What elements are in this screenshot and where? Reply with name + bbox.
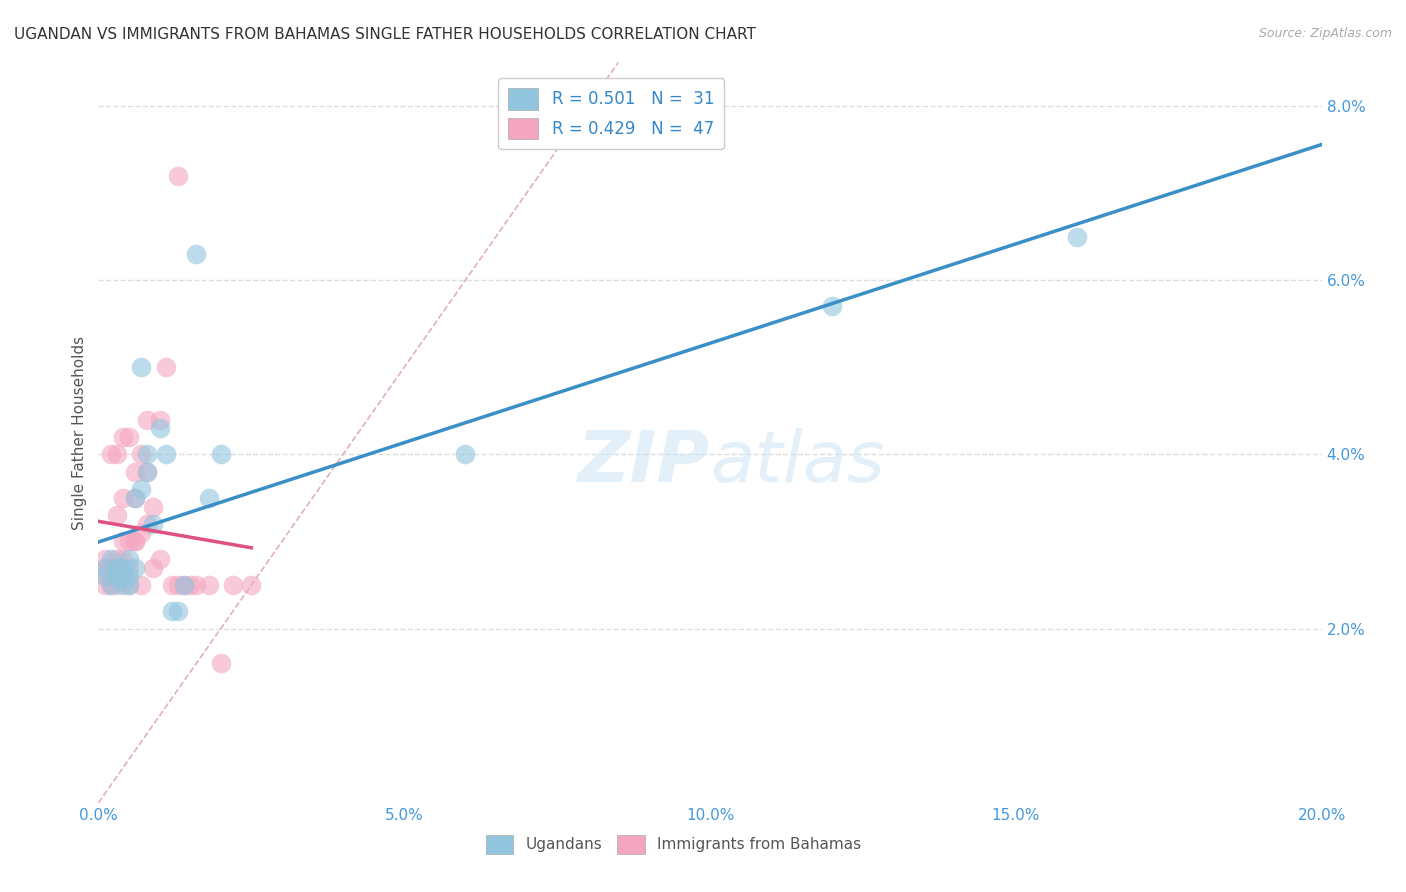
Point — [136, 517, 159, 532]
Point — [197, 491, 219, 505]
Point — [118, 578, 141, 592]
Point — [93, 569, 115, 583]
Point — [149, 552, 172, 566]
Point — [105, 578, 128, 592]
Y-axis label: Single Father Households: Single Father Households — [72, 335, 87, 530]
Point — [142, 560, 165, 574]
Point — [93, 560, 115, 574]
Point — [118, 430, 141, 444]
Point — [129, 360, 152, 375]
Point — [136, 465, 159, 479]
Point — [173, 578, 195, 592]
Point — [100, 569, 122, 583]
Text: ZIP: ZIP — [578, 428, 710, 497]
Point — [100, 560, 122, 574]
Point — [111, 430, 134, 444]
Point — [118, 552, 141, 566]
Point — [105, 447, 128, 461]
Point — [111, 569, 134, 583]
Point — [149, 421, 172, 435]
Point — [100, 447, 122, 461]
Point — [1066, 229, 1088, 244]
Point — [209, 447, 232, 461]
Point — [197, 578, 219, 592]
Point — [93, 552, 115, 566]
Point — [124, 534, 146, 549]
Point — [160, 578, 183, 592]
Point — [93, 569, 115, 583]
Point — [129, 447, 152, 461]
Point — [136, 465, 159, 479]
Point — [142, 500, 165, 514]
Point — [118, 560, 141, 574]
Point — [100, 578, 122, 592]
Point — [167, 604, 190, 618]
Point — [222, 578, 245, 592]
Point — [155, 360, 177, 375]
Point — [209, 657, 232, 671]
Point — [142, 517, 165, 532]
Point — [173, 578, 195, 592]
Point — [124, 491, 146, 505]
Point — [111, 491, 134, 505]
Point — [100, 578, 122, 592]
Point — [167, 578, 190, 592]
Point — [186, 578, 208, 592]
Point — [136, 447, 159, 461]
Point — [118, 578, 141, 592]
Point — [105, 508, 128, 523]
Point — [105, 560, 128, 574]
Point — [111, 552, 134, 566]
Point — [129, 482, 152, 496]
Point — [105, 560, 128, 574]
Text: Source: ZipAtlas.com: Source: ZipAtlas.com — [1258, 27, 1392, 40]
Point — [93, 560, 115, 574]
Point — [821, 299, 844, 313]
Point — [129, 525, 152, 540]
Text: atlas: atlas — [710, 428, 884, 497]
Point — [240, 578, 263, 592]
Point — [111, 578, 134, 592]
Point — [105, 560, 128, 574]
Point — [129, 578, 152, 592]
Point — [124, 534, 146, 549]
Point — [160, 604, 183, 618]
Point — [93, 578, 115, 592]
Legend: Ugandans, Immigrants from Bahamas: Ugandans, Immigrants from Bahamas — [478, 827, 869, 862]
Point — [454, 447, 477, 461]
Point — [124, 465, 146, 479]
Point — [111, 534, 134, 549]
Point — [100, 552, 122, 566]
Point — [186, 247, 208, 261]
Point — [149, 412, 172, 426]
Text: UGANDAN VS IMMIGRANTS FROM BAHAMAS SINGLE FATHER HOUSEHOLDS CORRELATION CHART: UGANDAN VS IMMIGRANTS FROM BAHAMAS SINGL… — [14, 27, 756, 42]
Point — [167, 169, 190, 183]
Point — [179, 578, 201, 592]
Point — [111, 560, 134, 574]
Point — [118, 569, 141, 583]
Point — [155, 447, 177, 461]
Point — [105, 552, 128, 566]
Point — [124, 491, 146, 505]
Point — [136, 412, 159, 426]
Point — [111, 569, 134, 583]
Point — [105, 569, 128, 583]
Point — [118, 534, 141, 549]
Point — [124, 560, 146, 574]
